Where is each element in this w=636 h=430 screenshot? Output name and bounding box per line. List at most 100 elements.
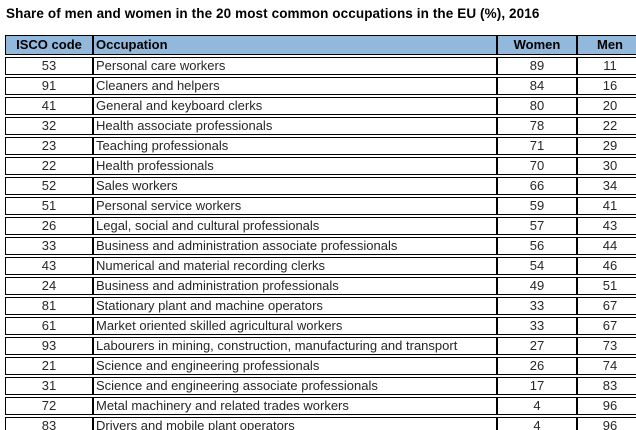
cell-code: 81 [5, 297, 93, 315]
cell-occupation: Personal service workers [93, 197, 497, 215]
cell-occupation: Health associate professionals [93, 117, 497, 135]
table-row: 23 Teaching professionals 71 29 [5, 137, 636, 155]
cell-code: 51 [5, 197, 93, 215]
table-row: 51 Personal service workers 59 41 [5, 197, 636, 215]
table-row: 24 Business and administration profession… [5, 277, 636, 295]
cell-men: 67 [577, 297, 636, 315]
cell-occupation: Business and administration professional… [93, 277, 497, 295]
cell-women: 71 [497, 137, 577, 155]
cell-men: 11 [577, 57, 636, 75]
cell-men: 30 [577, 157, 636, 175]
cell-occupation: Sales workers [93, 177, 497, 195]
cell-men: 22 [577, 117, 636, 135]
column-header-men: Men [577, 35, 636, 55]
occupations-table: ISCO code Occupation Women Men 53 Persona… [5, 33, 636, 430]
cell-code: 33 [5, 237, 93, 255]
cell-men: 51 [577, 277, 636, 295]
cell-occupation: Science and engineering professionals [93, 357, 497, 375]
cell-occupation: General and keyboard clerks [93, 97, 497, 115]
column-header-occupation: Occupation [93, 35, 497, 55]
cell-occupation: Personal care workers [93, 57, 497, 75]
cell-code: 61 [5, 317, 93, 335]
cell-men: 34 [577, 177, 636, 195]
cell-code: 43 [5, 257, 93, 275]
cell-men: 83 [577, 377, 636, 395]
cell-occupation: Teaching professionals [93, 137, 497, 155]
column-header-isco-code: ISCO code [5, 35, 93, 55]
cell-women: 4 [497, 397, 577, 415]
cell-code: 32 [5, 117, 93, 135]
cell-women: 57 [497, 217, 577, 235]
cell-women: 17 [497, 377, 577, 395]
table-row: 91 Cleaners and helpers 84 16 [5, 77, 636, 95]
cell-women: 70 [497, 157, 577, 175]
table-row: 52 Sales workers 66 34 [5, 177, 636, 195]
cell-women: 4 [497, 417, 577, 430]
cell-women: 84 [497, 77, 577, 95]
cell-occupation: Science and engineering associate profes… [93, 377, 497, 395]
cell-occupation: Business and administration associate pr… [93, 237, 497, 255]
cell-men: 41 [577, 197, 636, 215]
table-row: 31 Science and engineering associate prof… [5, 377, 636, 395]
cell-women: 33 [497, 317, 577, 335]
table-row: 26 Legal, social and cultural professiona… [5, 217, 636, 235]
cell-women: 66 [497, 177, 577, 195]
table-row: 33 Business and administration associate … [5, 237, 636, 255]
cell-occupation: Metal machinery and related trades worke… [93, 397, 497, 415]
table-row: 53 Personal care workers 89 11 [5, 57, 636, 75]
cell-men: 43 [577, 217, 636, 235]
cell-code: 93 [5, 337, 93, 355]
table-row: 32 Health associate professionals 78 22 [5, 117, 636, 135]
cell-code: 52 [5, 177, 93, 195]
cell-code: 23 [5, 137, 93, 155]
cell-code: 31 [5, 377, 93, 395]
table-body: 53 Personal care workers 89 11 91 Cleaners an… [5, 57, 636, 430]
cell-occupation: Numerical and material recording clerks [93, 257, 497, 275]
cell-men: 67 [577, 317, 636, 335]
page-title: Share of men and women in the 20 most co… [6, 6, 540, 21]
cell-code: 22 [5, 157, 93, 175]
cell-women: 49 [497, 277, 577, 295]
table-row: 41 General and keyboard clerks 80 20 [5, 97, 636, 115]
table-row: 81 Stationary plant and machine operators… [5, 297, 636, 315]
cell-men: 46 [577, 257, 636, 275]
table-row: 83 Drivers and mobile plant operators 4 96 [5, 417, 636, 430]
cell-women: 33 [497, 297, 577, 315]
cell-code: 21 [5, 357, 93, 375]
column-header-women: Women [497, 35, 577, 55]
cell-women: 59 [497, 197, 577, 215]
cell-women: 54 [497, 257, 577, 275]
cell-code: 91 [5, 77, 93, 95]
cell-code: 72 [5, 397, 93, 415]
cell-occupation: Market oriented skilled agricultural wor… [93, 317, 497, 335]
cell-women: 27 [497, 337, 577, 355]
cell-occupation: Labourers in mining, construction, manuf… [93, 337, 497, 355]
cell-men: 16 [577, 77, 636, 95]
cell-women: 89 [497, 57, 577, 75]
table-row: 93 Labourers in mining, construction, man… [5, 337, 636, 355]
cell-men: 96 [577, 397, 636, 415]
cell-women: 56 [497, 237, 577, 255]
cell-women: 80 [497, 97, 577, 115]
cell-code: 53 [5, 57, 93, 75]
table-row: 43 Numerical and material recording clerk… [5, 257, 636, 275]
cell-men: 96 [577, 417, 636, 430]
cell-women: 26 [497, 357, 577, 375]
cell-men: 29 [577, 137, 636, 155]
cell-occupation: Legal, social and cultural professionals [93, 217, 497, 235]
table-row: 61 Market oriented skilled agricultural w… [5, 317, 636, 335]
cell-code: 26 [5, 217, 93, 235]
cell-occupation: Cleaners and helpers [93, 77, 497, 95]
table-row: 21 Science and engineering professionals 2… [5, 357, 636, 375]
cell-occupation: Stationary plant and machine operators [93, 297, 497, 315]
cell-men: 20 [577, 97, 636, 115]
cell-code: 24 [5, 277, 93, 295]
cell-occupation: Health professionals [93, 157, 497, 175]
table-header: ISCO code Occupation Women Men [5, 35, 636, 55]
cell-occupation: Drivers and mobile plant operators [93, 417, 497, 430]
cell-men: 44 [577, 237, 636, 255]
cell-men: 73 [577, 337, 636, 355]
table-row: 72 Metal machinery and related trades wor… [5, 397, 636, 415]
cell-women: 78 [497, 117, 577, 135]
